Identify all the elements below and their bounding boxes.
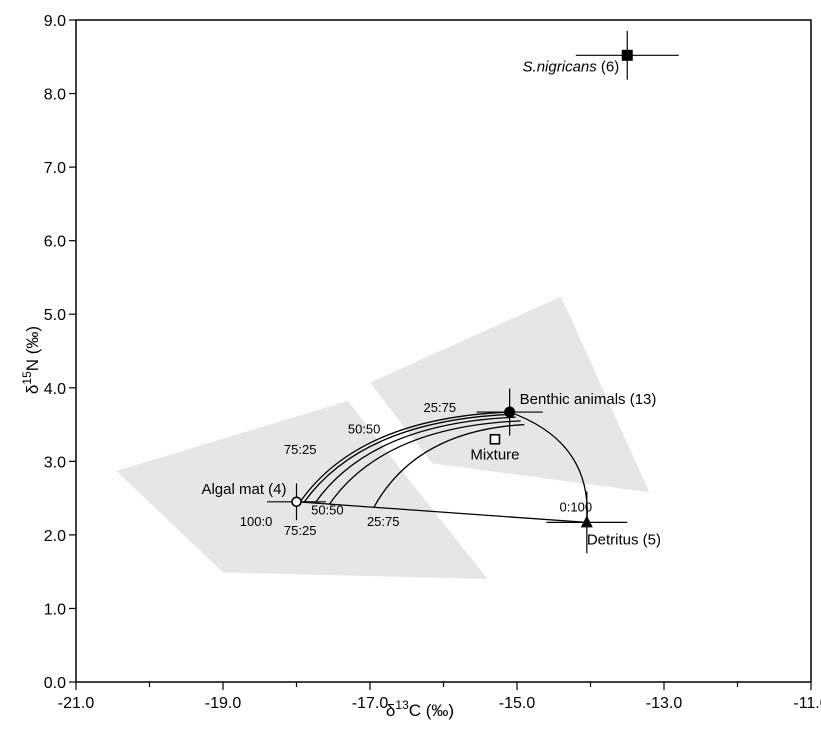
algal-mat-marker xyxy=(291,496,302,508)
detritus-marker xyxy=(580,515,593,528)
mixing-curve xyxy=(314,416,516,504)
y-tick-label: 0.0 xyxy=(44,675,66,692)
x-tick-label: -15.0 xyxy=(499,695,536,712)
ratio-label: 50:50 xyxy=(348,421,381,436)
y-tick-label: 4.0 xyxy=(44,381,66,398)
ratio-label: 75:25 xyxy=(284,523,317,538)
y-axis-label: δ15N (‰) xyxy=(20,326,42,394)
y-tick-label: 1.0 xyxy=(44,601,66,618)
ratio-label: 0:100 xyxy=(560,499,593,514)
x-tick-label: -19.0 xyxy=(205,695,242,712)
detritus-label: Detritus (5) xyxy=(587,531,661,548)
s-nigricans-label: S.nigricans (6) xyxy=(523,58,620,75)
shaded-regions xyxy=(116,296,650,579)
s-nigricans-marker xyxy=(621,49,633,61)
y-tick-label: 5.0 xyxy=(44,307,66,324)
y-tick-label: 2.0 xyxy=(44,528,66,545)
y-tick-label: 9.0 xyxy=(44,13,66,30)
mixing-curve xyxy=(299,411,510,503)
benthic-animals-marker xyxy=(504,406,516,418)
benthic-animals-label: Benthic animals (13) xyxy=(520,391,657,408)
shaded-region-left xyxy=(116,401,488,579)
y-tick-label: 7.0 xyxy=(44,160,66,177)
x-tick-label: -21.0 xyxy=(58,695,95,712)
mixture-label: Mixture xyxy=(470,446,519,463)
mixing-curve xyxy=(303,413,514,503)
mixing-line xyxy=(296,501,587,524)
mixture-marker xyxy=(489,433,501,445)
x-axis-label: δ13C (‰) xyxy=(386,698,454,720)
x-tick-label: -11.0 xyxy=(793,695,821,712)
ratio-label: 50:50 xyxy=(311,502,344,517)
mixing-curve xyxy=(373,423,525,508)
ratio-label: 75:25 xyxy=(284,442,317,457)
x-axis-ticks: -21.0 -19.0 -17.0 -15.0 -13.0 -11.0 xyxy=(58,682,821,712)
ratio-label: 25:75 xyxy=(367,514,400,529)
mixing-curve xyxy=(329,420,521,505)
ratio-label: 25:75 xyxy=(424,400,457,415)
annotations: S.nigricans (6) Benthic animals (13) Algal… xyxy=(201,58,661,548)
x-tick-label: -17.0 xyxy=(352,695,389,712)
mixing-curves xyxy=(296,411,588,524)
y-tick-label: 3.0 xyxy=(44,454,66,471)
y-tick-label: 8.0 xyxy=(44,87,66,104)
x-tick-label: -13.0 xyxy=(646,695,683,712)
data-points xyxy=(267,31,679,554)
y-tick-label: 6.0 xyxy=(44,234,66,251)
y-axis-ticks: 0.0 1.0 2.0 3.0 4.0 5.0 6.0 7.0 8.0 9.0 xyxy=(44,13,76,692)
ratio-label: 100:0 xyxy=(240,514,273,529)
algal-mat-label: Algal mat (4) xyxy=(201,481,286,498)
